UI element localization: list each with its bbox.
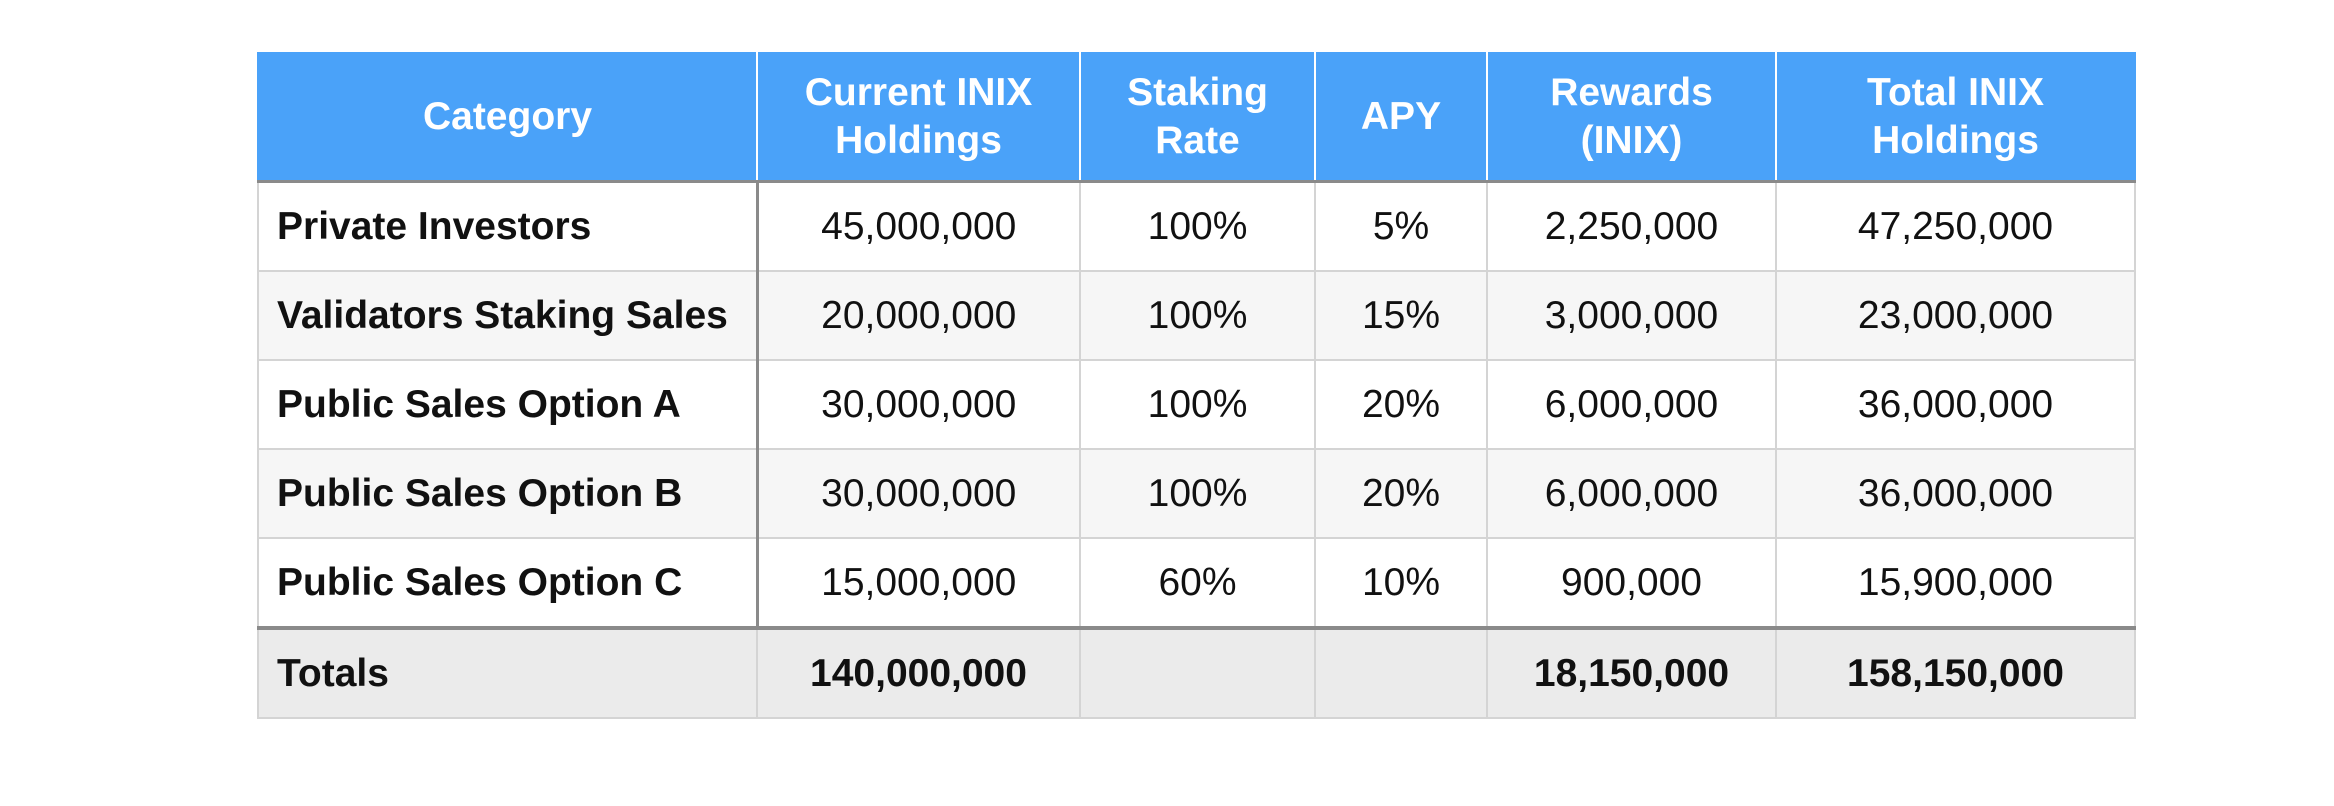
table-row: Public Sales Option C 15,000,000 60% 10%… xyxy=(257,537,2136,629)
header-category: Category xyxy=(257,52,758,183)
staking-rate-cell: 100% xyxy=(1079,359,1316,450)
apy-cell: 20% xyxy=(1314,448,1488,539)
category-cell: Private Investors xyxy=(257,180,759,272)
staking-rate-cell: 100% xyxy=(1079,270,1316,361)
current-holdings-cell: 45,000,000 xyxy=(756,180,1081,272)
total-holdings-cell: 36,000,000 xyxy=(1775,448,2136,539)
header-apy: APY xyxy=(1314,52,1488,183)
totals-apy xyxy=(1314,626,1488,719)
header-row: Category Current INIX Holdings Staking R… xyxy=(257,52,2136,183)
totals-rewards: 18,150,000 xyxy=(1486,626,1777,719)
current-holdings-cell: 20,000,000 xyxy=(756,270,1081,361)
category-cell: Public Sales Option C xyxy=(257,537,759,629)
header-rewards: Rewards (INIX) xyxy=(1486,52,1777,183)
totals-total-holdings: 158,150,000 xyxy=(1775,626,2136,719)
total-holdings-cell: 15,900,000 xyxy=(1775,537,2136,629)
header-current-holdings: Current INIX Holdings xyxy=(756,52,1081,183)
category-cell: Public Sales Option B xyxy=(257,448,759,539)
header-total-holdings: Total INIX Holdings xyxy=(1775,52,2136,183)
apy-cell: 20% xyxy=(1314,359,1488,450)
totals-row: Totals 140,000,000 18,150,000 158,150,00… xyxy=(257,626,2136,719)
total-holdings-cell: 47,250,000 xyxy=(1775,180,2136,272)
current-holdings-cell: 15,000,000 xyxy=(756,537,1081,629)
table-row: Public Sales Option B 30,000,000 100% 20… xyxy=(257,448,2136,539)
current-holdings-cell: 30,000,000 xyxy=(756,448,1081,539)
holdings-table-container: Category Current INIX Holdings Staking R… xyxy=(257,52,2136,719)
totals-staking-rate xyxy=(1079,626,1316,719)
rewards-cell: 6,000,000 xyxy=(1486,448,1777,539)
staking-rate-cell: 60% xyxy=(1079,537,1316,629)
apy-cell: 10% xyxy=(1314,537,1488,629)
inix-holdings-table: Category Current INIX Holdings Staking R… xyxy=(257,52,2136,719)
table-row: Validators Staking Sales 20,000,000 100%… xyxy=(257,270,2136,361)
rewards-cell: 6,000,000 xyxy=(1486,359,1777,450)
rewards-cell: 2,250,000 xyxy=(1486,180,1777,272)
category-cell: Validators Staking Sales xyxy=(257,270,759,361)
current-holdings-cell: 30,000,000 xyxy=(756,359,1081,450)
apy-cell: 15% xyxy=(1314,270,1488,361)
table-row: Public Sales Option A 30,000,000 100% 20… xyxy=(257,359,2136,450)
rewards-cell: 3,000,000 xyxy=(1486,270,1777,361)
total-holdings-cell: 36,000,000 xyxy=(1775,359,2136,450)
table-header: Category Current INIX Holdings Staking R… xyxy=(257,52,2136,183)
category-cell: Public Sales Option A xyxy=(257,359,759,450)
total-holdings-cell: 23,000,000 xyxy=(1775,270,2136,361)
totals-current-holdings: 140,000,000 xyxy=(756,626,1081,719)
table-body: Private Investors 45,000,000 100% 5% 2,2… xyxy=(257,180,2136,719)
staking-rate-cell: 100% xyxy=(1079,180,1316,272)
staking-rate-cell: 100% xyxy=(1079,448,1316,539)
table-row: Private Investors 45,000,000 100% 5% 2,2… xyxy=(257,180,2136,272)
totals-label: Totals xyxy=(257,626,758,719)
apy-cell: 5% xyxy=(1314,180,1488,272)
rewards-cell: 900,000 xyxy=(1486,537,1777,629)
header-staking-rate: Staking Rate xyxy=(1079,52,1316,183)
